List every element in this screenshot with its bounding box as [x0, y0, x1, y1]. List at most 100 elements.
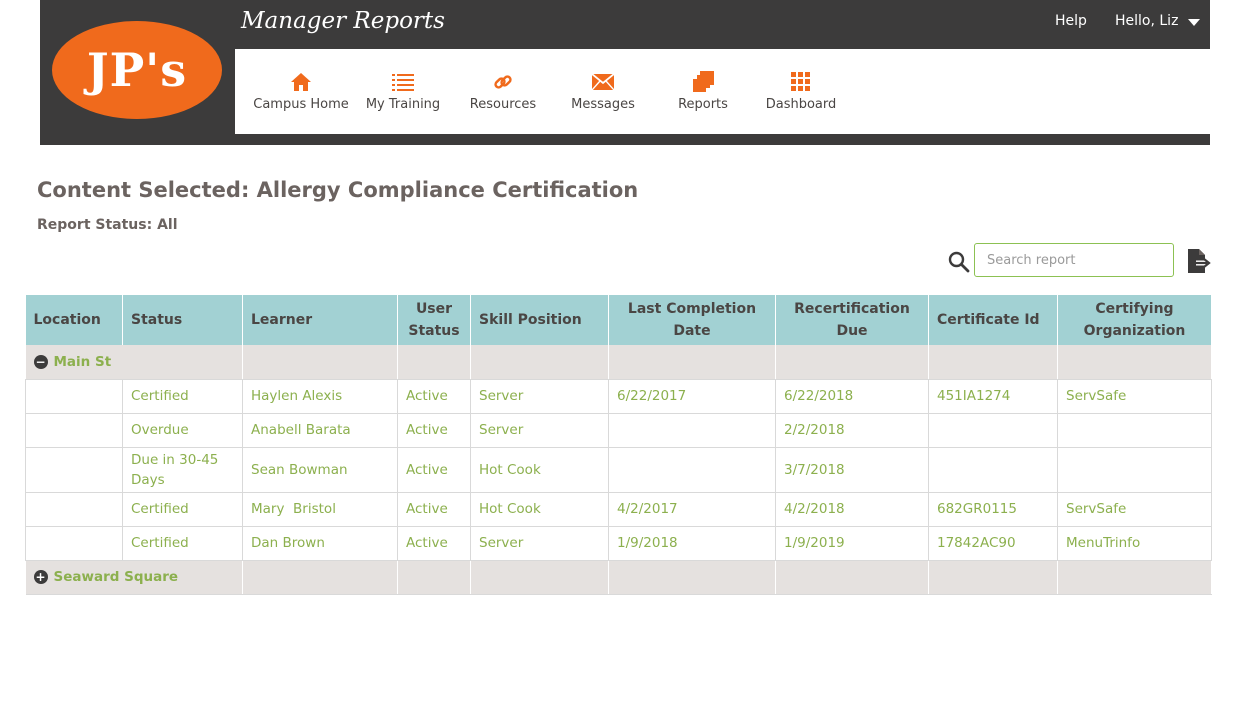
- cell-status: Overdue: [122, 412, 243, 448]
- group-empty-cell: [1057, 345, 1212, 380]
- expand-icon: +: [33, 570, 48, 584]
- nav-label: Dashboard: [765, 97, 837, 112]
- nav-reports[interactable]: Reports: [673, 49, 733, 134]
- user-greeting: Hello, Liz: [1115, 13, 1179, 29]
- cell-certifying-org: MenuTrinfo: [1057, 525, 1212, 561]
- col-header-certifying-organization[interactable]: Certifying Organization: [1057, 295, 1212, 345]
- cell-location: [25, 412, 123, 448]
- cell-location: [25, 491, 123, 527]
- cell-last-completion: 6/22/2017: [608, 378, 776, 414]
- cell-learner[interactable]: Haylen Alexis: [242, 378, 398, 414]
- nav-messages[interactable]: Messages: [569, 49, 637, 134]
- user-menu[interactable]: Hello, Liz: [1115, 13, 1201, 29]
- cell-recert-due: 6/22/2018: [775, 378, 929, 414]
- nav-my-training[interactable]: My Training: [365, 49, 441, 134]
- collapse-icon: −: [33, 354, 48, 369]
- group-empty-cell: [1057, 560, 1212, 595]
- group-empty-cell: [608, 345, 776, 380]
- group-empty-cell: [608, 560, 776, 595]
- group-empty-cell: [775, 345, 929, 380]
- cell-location: [25, 525, 123, 561]
- grid-icon: [790, 71, 812, 93]
- cell-recert-due: 4/2/2018: [775, 491, 929, 527]
- group-row-seaward-square[interactable]: + Seaward Square: [25, 560, 1212, 595]
- cell-certifying-org: [1057, 412, 1212, 448]
- cell-location: [25, 378, 123, 414]
- col-header-user-status[interactable]: User Status: [397, 295, 471, 345]
- cell-certificate-id: 682GR0115: [928, 491, 1058, 527]
- cell-last-completion: [608, 412, 776, 448]
- group-name: Seaward Square: [53, 569, 179, 585]
- cell-certifying-org: ServSafe: [1057, 378, 1212, 414]
- cell-certificate-id: 451IA1274: [928, 378, 1058, 414]
- cell-skill-position: Hot Cook: [470, 446, 609, 493]
- cell-learner[interactable]: Dan Brown: [242, 525, 398, 561]
- nav-campus-home[interactable]: Campus Home: [253, 49, 349, 134]
- group-cell: − Main St: [25, 345, 243, 380]
- nav-label: Campus Home: [253, 97, 349, 112]
- group-row-main-st[interactable]: − Main St: [25, 345, 1212, 380]
- group-empty-cell: [242, 345, 398, 380]
- col-header-recertification-due[interactable]: Recertification Due: [775, 295, 929, 345]
- cell-user-status: Active: [397, 446, 471, 493]
- cell-location: [25, 446, 123, 493]
- group-toggle[interactable]: − Main St: [33, 352, 235, 372]
- main-nav: Campus Home My Training Resources: [235, 49, 1210, 134]
- app-header: JP's Manager Reports Help Hello, Liz Cam…: [40, 0, 1210, 145]
- nav-label: Resources: [469, 97, 537, 112]
- cell-last-completion: [608, 446, 776, 493]
- envelope-icon: [592, 71, 614, 93]
- cell-last-completion: 1/9/2018: [608, 525, 776, 561]
- cell-skill-position: Hot Cook: [470, 491, 609, 527]
- cell-user-status: Active: [397, 491, 471, 527]
- company-logo[interactable]: JP's: [52, 21, 222, 119]
- cell-skill-position: Server: [470, 378, 609, 414]
- logo-text: JP's: [86, 43, 188, 97]
- cell-certificate-id: 17842AC90: [928, 525, 1058, 561]
- cell-certificate-id: [928, 412, 1058, 448]
- cell-learner[interactable]: Anabell Barata: [242, 412, 398, 448]
- table-row: Overdue Anabell Barata Active Server 2/2…: [25, 412, 1212, 448]
- col-header-skill-position[interactable]: Skill Position: [470, 295, 609, 345]
- cell-status: Certified: [122, 525, 243, 561]
- col-header-location[interactable]: Location: [25, 295, 123, 345]
- cell-last-completion: 4/2/2017: [608, 491, 776, 527]
- table-row: Due in 30-45 Days Sean Bowman Active Hot…: [25, 446, 1212, 493]
- nav-label: Reports: [678, 97, 728, 112]
- col-header-certificate-id[interactable]: Certificate Id: [928, 295, 1058, 345]
- cell-user-status: Active: [397, 525, 471, 561]
- link-icon: [492, 71, 514, 93]
- group-cell: + Seaward Square: [25, 560, 243, 595]
- export-icon[interactable]: [1186, 247, 1212, 275]
- col-header-learner[interactable]: Learner: [242, 295, 398, 345]
- page-title: Content Selected: Allergy Compliance Cer…: [37, 178, 639, 202]
- nav-resources[interactable]: Resources: [467, 49, 539, 134]
- group-empty-cell: [397, 560, 471, 595]
- report-table: Location Status Learner User Status Skil…: [25, 295, 1212, 595]
- table-row: Certified Dan Brown Active Server 1/9/20…: [25, 525, 1212, 561]
- report-status: Report Status: All: [37, 217, 178, 233]
- cell-learner[interactable]: Sean Bowman: [242, 446, 398, 493]
- group-toggle[interactable]: + Seaward Square: [33, 567, 235, 587]
- list-icon: [392, 71, 414, 93]
- cell-skill-position: Server: [470, 412, 609, 448]
- col-header-status[interactable]: Status: [122, 295, 243, 345]
- group-empty-cell: [397, 345, 471, 380]
- col-header-last-completion-date[interactable]: Last Completion Date: [608, 295, 776, 345]
- table-row: Certified Haylen Alexis Active Server 6/…: [25, 378, 1212, 414]
- cell-user-status: Active: [397, 412, 471, 448]
- cell-certifying-org: ServSafe: [1057, 491, 1212, 527]
- cell-learner[interactable]: Mary Bristol: [242, 491, 398, 527]
- search-icon[interactable]: [948, 251, 970, 273]
- home-icon: [290, 71, 312, 93]
- cell-status: Certified: [122, 491, 243, 527]
- nav-dashboard[interactable]: Dashboard: [765, 49, 837, 134]
- group-name: Main St: [53, 353, 112, 370]
- group-empty-cell: [242, 560, 398, 595]
- table-header-row: Location Status Learner User Status Skil…: [25, 295, 1212, 345]
- cell-recert-due: 2/2/2018: [775, 412, 929, 448]
- reports-icon: [692, 71, 714, 93]
- help-link[interactable]: Help: [1055, 13, 1087, 29]
- group-empty-cell: [775, 560, 929, 595]
- search-input[interactable]: [974, 243, 1174, 277]
